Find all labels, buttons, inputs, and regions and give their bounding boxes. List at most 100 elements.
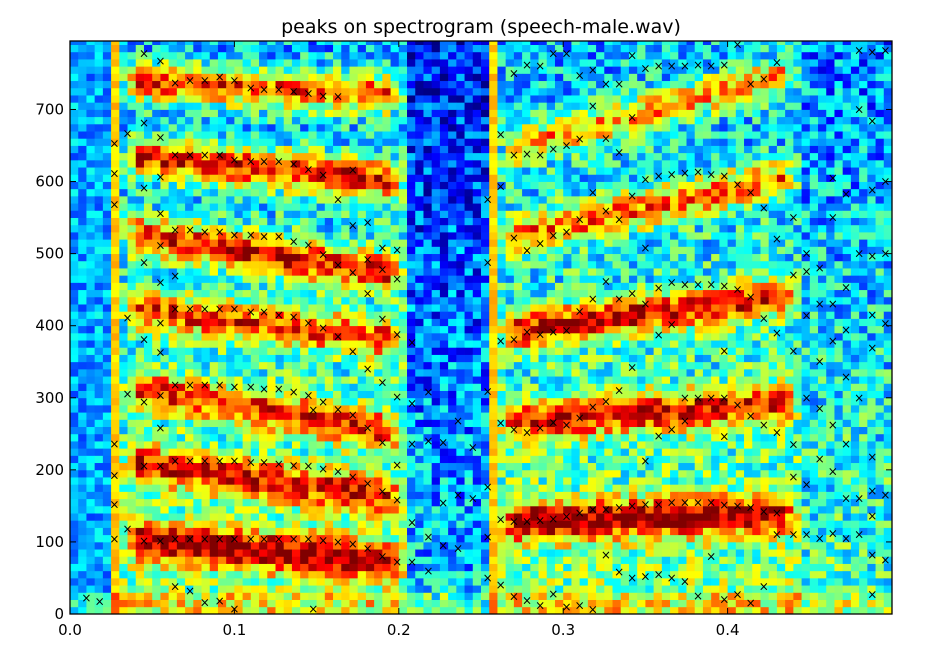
spectrogram-cell <box>333 246 342 255</box>
spectrogram-cell <box>160 210 170 218</box>
spectrogram-cell <box>538 534 548 543</box>
spectrogram-cell <box>86 210 96 218</box>
spectrogram-cell <box>497 239 507 247</box>
spectrogram-cell <box>472 102 482 110</box>
spectrogram-cell <box>398 513 408 521</box>
spectrogram-cell <box>160 296 170 305</box>
spectrogram-cell <box>111 95 120 103</box>
spectrogram-cell <box>522 376 531 384</box>
spectrogram-cell <box>333 549 342 557</box>
spectrogram-cell <box>102 131 112 139</box>
spectrogram-cell <box>489 174 498 182</box>
spectrogram-cell <box>185 448 194 456</box>
spectrogram-cell <box>324 174 334 182</box>
spectrogram-cell <box>168 138 178 146</box>
spectrogram-cell <box>522 188 531 197</box>
spectrogram-cell <box>193 455 202 464</box>
spectrogram-cell <box>94 448 104 456</box>
spectrogram-cell <box>127 412 137 420</box>
spectrogram-cell <box>415 527 424 536</box>
spectrogram-cell <box>398 404 408 413</box>
spectrogram-cell <box>226 448 235 456</box>
spectrogram-cell <box>390 41 400 45</box>
spectrogram-cell <box>316 390 326 399</box>
spectrogram-cell <box>283 433 293 442</box>
spectrogram-cell <box>217 152 227 161</box>
spectrogram-cell <box>119 246 128 255</box>
spectrogram-cell <box>497 404 507 413</box>
spectrogram-cell <box>415 455 424 464</box>
spectrogram-cell <box>423 527 433 536</box>
spectrogram-cell <box>481 131 490 139</box>
spectrogram-cell <box>423 311 433 319</box>
spectrogram-cell <box>374 599 383 608</box>
spectrogram-cell <box>407 289 416 298</box>
spectrogram-cell <box>390 520 400 528</box>
spectrogram-cell <box>275 239 285 247</box>
spectrogram-cell <box>119 217 128 226</box>
spectrogram-cell <box>341 549 350 557</box>
spectrogram-cell <box>341 203 350 211</box>
spectrogram-cell <box>259 477 268 485</box>
spectrogram-cell <box>135 145 145 154</box>
spectrogram-cell <box>374 289 383 298</box>
spectrogram-cell <box>127 224 137 233</box>
spectrogram-cell <box>308 195 317 204</box>
spectrogram-cell <box>398 541 408 550</box>
spectrogram-cell <box>226 159 235 168</box>
spectrogram-cell <box>481 188 490 197</box>
spectrogram-cell <box>530 577 539 586</box>
spectrogram-cell <box>160 498 170 507</box>
spectrogram-cell <box>505 311 515 319</box>
spectrogram-cell <box>160 123 170 132</box>
spectrogram-cell <box>390 332 400 341</box>
spectrogram-cell <box>127 66 137 74</box>
spectrogram-cell <box>579 354 589 363</box>
spectrogram-cell <box>341 260 350 269</box>
spectrogram-cell <box>349 260 359 269</box>
spectrogram-cell <box>341 484 350 492</box>
spectrogram-cell <box>127 123 137 132</box>
spectrogram-cell <box>250 159 260 168</box>
spectrogram-cell <box>111 433 120 442</box>
spectrogram-cell <box>407 159 416 168</box>
spectrogram-cell <box>333 95 342 103</box>
spectrogram-cell <box>398 123 408 132</box>
spectrogram-cell <box>341 138 350 146</box>
spectrogram-cell <box>291 123 301 132</box>
spectrogram-cell <box>193 41 202 45</box>
spectrogram-cell <box>374 563 383 572</box>
spectrogram-cell <box>365 404 375 413</box>
spectrogram-cell <box>94 289 104 298</box>
spectrogram-cell <box>349 390 359 399</box>
spectrogram-cell <box>86 441 96 449</box>
spectrogram-cell <box>283 469 293 478</box>
spectrogram-cell <box>135 217 145 226</box>
spectrogram-cell <box>234 325 244 334</box>
spectrogram-cell <box>554 534 564 543</box>
spectrogram-cell <box>398 145 408 154</box>
spectrogram-cell <box>275 549 285 557</box>
spectrogram-cell <box>546 131 556 139</box>
spectrogram-cell <box>472 520 482 528</box>
spectrogram-cell <box>448 232 457 240</box>
spectrogram-cell <box>316 296 326 305</box>
spectrogram-cell <box>357 340 367 348</box>
spectrogram-cell <box>275 311 285 319</box>
spectrogram-cell <box>554 397 564 406</box>
spectrogram-cell <box>217 505 227 514</box>
spectrogram-cell <box>201 347 211 355</box>
spectrogram-cell <box>546 188 556 197</box>
spectrogram-cell <box>497 549 507 557</box>
spectrogram-cell <box>546 592 556 600</box>
spectrogram-cell <box>143 311 153 319</box>
spectrogram-cell <box>333 73 342 82</box>
spectrogram-cell <box>160 332 170 341</box>
spectrogram-cell <box>226 354 235 363</box>
spectrogram-cell <box>374 361 383 370</box>
spectrogram-cell <box>398 167 408 175</box>
spectrogram-cell <box>94 332 104 341</box>
spectrogram-cell <box>152 426 161 435</box>
spectrogram-cell <box>102 59 112 67</box>
spectrogram-cell <box>143 340 153 348</box>
